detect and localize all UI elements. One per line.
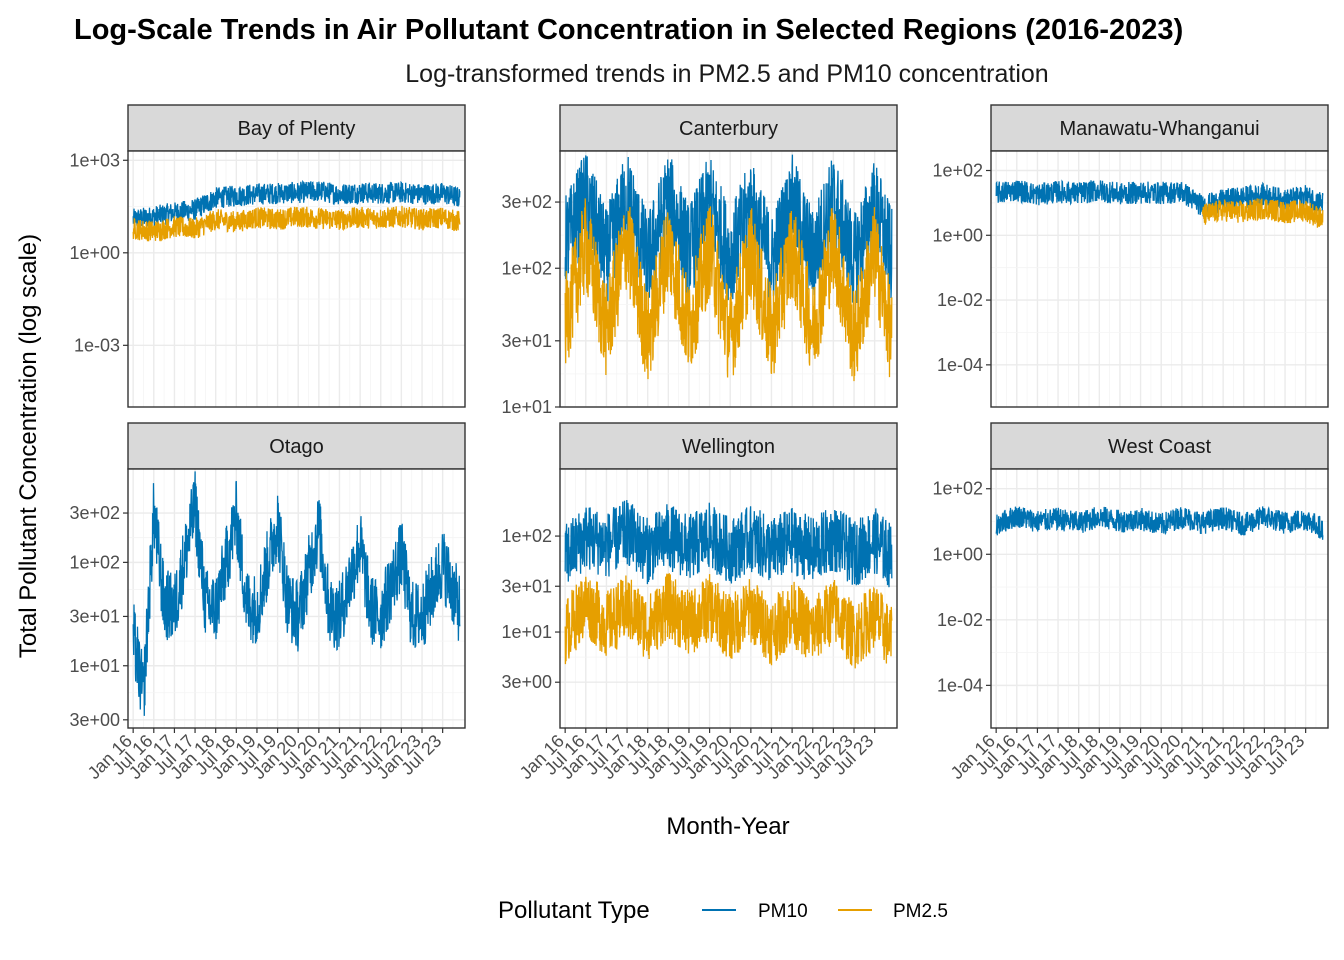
facet-panel-manawatu-whanganui: Manawatu-Whanganui 1e-04 1e-02 1e+00 1e+02 bbox=[932, 104, 1329, 408]
panel-border bbox=[127, 150, 466, 408]
facet-panel-canterbury: Canterbury 1e+01 3e+01 1e+02 3e+02 bbox=[501, 104, 898, 417]
facet-strip bbox=[990, 422, 1329, 470]
facet-strip-label: Bay of Plenty bbox=[238, 118, 356, 140]
y-tick-label: 3e+01 bbox=[501, 576, 552, 596]
chart-title: Log-Scale Trends in Air Pollutant Concen… bbox=[74, 14, 1184, 46]
facet-strip bbox=[127, 422, 466, 470]
legend-label-pm25: PM2.5 bbox=[893, 901, 948, 922]
facet-strip-label: Canterbury bbox=[679, 118, 778, 140]
panel-background bbox=[991, 469, 1328, 728]
panel-border bbox=[990, 150, 1329, 408]
facet-strip-label: Otago bbox=[269, 436, 323, 458]
legend-title: Pollutant Type bbox=[498, 897, 650, 924]
facet-strip-label: Wellington bbox=[682, 436, 775, 458]
y-tick-label: 1e+00 bbox=[932, 225, 983, 245]
y-tick-label: 3e+01 bbox=[69, 606, 120, 626]
facet-strip-label: West Coast bbox=[1108, 436, 1211, 458]
y-axis-title: Total Pollutant Concentration (log scale… bbox=[15, 234, 42, 658]
panels-layer: Bay of Plenty 1e-03 1e+00 1e+03 Canterbury 1e… bbox=[69, 104, 1329, 783]
legend-label-pm10: PM10 bbox=[758, 901, 808, 922]
chart-subtitle: Log-transformed trends in PM2.5 and PM10… bbox=[405, 60, 1049, 88]
y-tick-label: 1e-03 bbox=[74, 335, 120, 355]
y-tick-label: 1e+00 bbox=[932, 544, 983, 564]
y-tick-label: 1e+01 bbox=[69, 656, 120, 676]
y-tick-label: 1e+00 bbox=[69, 243, 120, 263]
y-tick-label: 1e-04 bbox=[937, 675, 983, 695]
y-tick-label: 1e+02 bbox=[932, 479, 983, 499]
y-tick-label: 1e+01 bbox=[501, 397, 552, 417]
series-line-pm25 bbox=[1201, 198, 1324, 228]
y-tick-label: 1e+02 bbox=[501, 526, 552, 546]
facet-strip-label: Manawatu-Whanganui bbox=[1059, 118, 1259, 140]
series-line-pm10 bbox=[564, 154, 893, 304]
y-tick-label: 1e+01 bbox=[501, 622, 552, 642]
series-line-pm25 bbox=[564, 573, 893, 669]
series-line-pm10 bbox=[564, 499, 893, 588]
panel-border bbox=[559, 150, 898, 408]
y-tick-label: 3e+00 bbox=[501, 672, 552, 692]
y-tick-label: 3e+00 bbox=[69, 710, 120, 730]
legend: Pollutant Type PM10 PM2.5 bbox=[498, 897, 948, 924]
facet-panel-bay-of-plenty: Bay of Plenty 1e-03 1e+00 1e+03 bbox=[69, 104, 466, 408]
y-tick-label: 1e-02 bbox=[937, 290, 983, 310]
x-axis-title: Month-Year bbox=[666, 813, 789, 840]
series-line-pm25 bbox=[564, 198, 893, 382]
panel-border bbox=[990, 468, 1329, 729]
series-line-pm10 bbox=[132, 471, 461, 716]
series-line-pm10 bbox=[132, 179, 461, 228]
facet-strip bbox=[559, 422, 898, 470]
y-tick-label: 1e+03 bbox=[69, 150, 120, 170]
y-tick-label: 3e+02 bbox=[501, 192, 552, 212]
y-tick-label: 1e-02 bbox=[937, 610, 983, 630]
y-tick-label: 1e+02 bbox=[932, 161, 983, 181]
series-line-pm10 bbox=[995, 506, 1324, 540]
y-tick-label: 3e+01 bbox=[501, 331, 552, 351]
panel-border bbox=[559, 468, 898, 729]
y-tick-label: 1e-04 bbox=[937, 355, 983, 375]
facet-strip bbox=[990, 104, 1329, 152]
panel-border bbox=[127, 468, 466, 729]
y-tick-label: 3e+02 bbox=[69, 503, 120, 523]
y-tick-label: 1e+02 bbox=[69, 552, 120, 572]
y-tick-label: 1e+02 bbox=[501, 258, 552, 278]
series-line-pm25 bbox=[132, 205, 461, 242]
